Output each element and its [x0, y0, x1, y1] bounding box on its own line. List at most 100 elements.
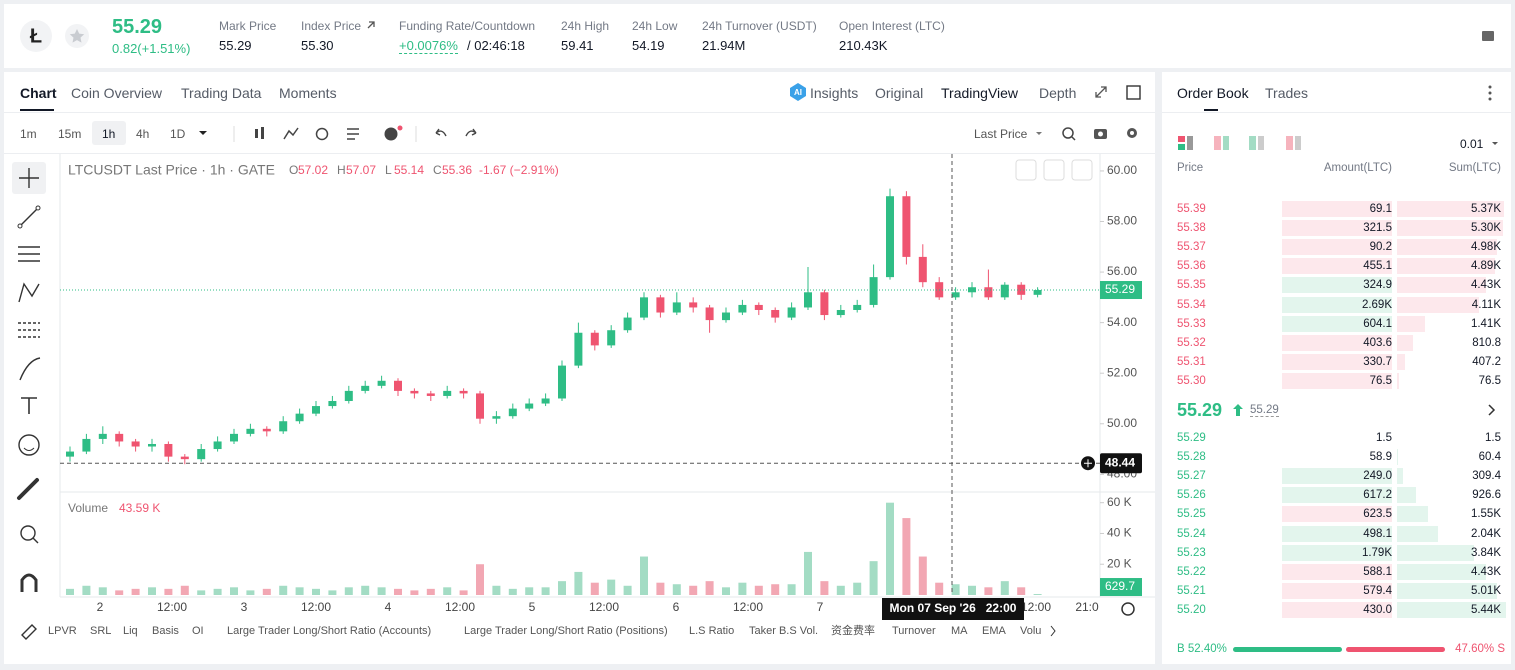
candle-body	[361, 385, 370, 391]
drawing-tools[interactable]	[10, 160, 58, 660]
volume-bar	[656, 582, 665, 595]
candle-body	[508, 408, 517, 417]
tab[interactable]: Coin Overview	[71, 85, 163, 101]
price-mode[interactable]: Last Price	[974, 127, 1028, 141]
chevron[interactable]	[1486, 403, 1498, 417]
indicator[interactable]: MA	[951, 625, 968, 637]
interval[interactable]: 1h	[102, 127, 116, 141]
volume-bar	[148, 587, 156, 595]
indicator[interactable]: Turnover	[892, 625, 936, 637]
indicator[interactable]: Basis	[152, 625, 179, 637]
candle-body	[344, 390, 353, 402]
crosshair-price-tag	[1100, 453, 1142, 474]
sum-bar	[1397, 563, 1486, 580]
candle-body	[410, 390, 419, 394]
last-price-label: 55.29	[1105, 282, 1135, 296]
order-amount: 58.9	[1369, 451, 1392, 464]
volume-bar	[754, 585, 763, 595]
volume-bar	[869, 561, 878, 595]
layout-icons[interactable]	[1176, 134, 1316, 152]
volume-bar	[705, 581, 714, 595]
toolbar-icons[interactable]	[194, 124, 494, 144]
sum-bar	[1397, 239, 1497, 256]
sum-bar	[1397, 315, 1426, 332]
add-alert-plus	[1084, 459, 1092, 468]
book-tab[interactable]: Order Book	[1177, 85, 1249, 101]
candle-body	[426, 393, 435, 396]
order-amount: 249.0	[1363, 470, 1392, 483]
ohlc-key: C	[433, 163, 442, 177]
sum-bar	[1397, 582, 1498, 599]
amount-bar	[1282, 487, 1392, 504]
book-icon[interactable]	[1478, 26, 1498, 46]
order-sum: 5.01K	[1470, 584, 1501, 597]
interval[interactable]: 4h	[136, 127, 150, 141]
indicator[interactable]: Liq	[123, 625, 138, 637]
view-tab[interactable]: Insights	[810, 85, 859, 101]
order-amount: 617.2	[1363, 489, 1392, 502]
sum-bar	[1397, 601, 1506, 618]
view-tab[interactable]: TradingView	[941, 85, 1019, 101]
candle-body	[607, 330, 616, 346]
amount-bar	[1282, 296, 1392, 313]
x-tick-label: 12:00	[733, 600, 763, 614]
more-icon[interactable]	[1484, 84, 1496, 102]
stat-value: 55.30	[301, 38, 334, 53]
svg-text:Ł: Ł	[30, 25, 42, 47]
chart-panel: Chart Coin Overview Trading Data Moments…	[4, 72, 1155, 664]
order-price: 55.25	[1177, 508, 1206, 521]
indicator[interactable]: L.S Ratio	[689, 625, 734, 637]
volume-bar	[1000, 581, 1009, 595]
volume-bar	[98, 587, 107, 595]
amount-bar	[1282, 220, 1392, 237]
stat-label: 24h Turnover (USDT)	[702, 19, 817, 33]
candle-body	[869, 277, 878, 305]
indicator[interactable]: SRL	[90, 625, 111, 637]
divider	[4, 112, 1155, 113]
mark-price: 55.29	[1250, 404, 1279, 417]
tab[interactable]: Moments	[279, 85, 337, 101]
window-icons[interactable]	[1092, 83, 1152, 103]
tool-icons[interactable]	[1034, 124, 1154, 144]
volume-bar	[886, 502, 894, 595]
amount-bar	[1282, 353, 1392, 370]
sum-bar	[1397, 506, 1428, 523]
volume-bar	[295, 587, 304, 595]
candle-body	[787, 307, 796, 318]
indicator[interactable]: Volu	[1020, 625, 1041, 637]
order-amount: 2.69K	[1361, 298, 1392, 311]
interval[interactable]: 1m	[20, 127, 37, 141]
indicator[interactable]: Taker B.S Vol.	[749, 625, 818, 637]
y-tick-label: 52.00	[1107, 365, 1137, 379]
tab[interactable]: Trading Data	[181, 85, 262, 101]
amount-bar	[1282, 277, 1392, 294]
order-sum: 4.98K	[1470, 241, 1501, 254]
indicator[interactable]: 资金费率	[831, 623, 875, 637]
order-price: 55.20	[1177, 603, 1206, 616]
indicator[interactable]: LPVR	[48, 625, 77, 637]
crosshair-price-label: 48.44	[1105, 455, 1135, 469]
indicator[interactable]: OI	[192, 625, 204, 637]
tab[interactable]: Chart	[20, 85, 57, 101]
x-tick-label: 6	[673, 600, 680, 614]
indicator[interactable]: Large Trader Long/Short Ratio (Accounts)	[227, 625, 431, 637]
x-tick-label: 12:00	[1021, 600, 1051, 614]
view-tab[interactable]: Depth	[1039, 85, 1077, 101]
amount-bar	[1282, 601, 1392, 618]
interval[interactable]: 15m	[58, 127, 82, 141]
volume-bar	[738, 582, 747, 595]
price-change: 0.82(+1.51%)	[112, 41, 191, 56]
indicator[interactable]: EMA	[982, 625, 1007, 637]
view-tab[interactable]: Original	[875, 85, 924, 101]
indicator[interactable]: Large Trader Long/Short Ratio (Positions…	[464, 625, 668, 637]
stat-label[interactable]: Index Price	[301, 19, 362, 33]
interval[interactable]: 1D	[170, 127, 186, 141]
volume-bar	[312, 588, 320, 595]
volume-bar	[213, 588, 222, 595]
precision[interactable]: 0.01	[1460, 137, 1484, 151]
mid-price: 55.29	[1177, 400, 1223, 420]
stat-label: Open Interest (LTC)	[839, 19, 945, 33]
candle-body	[672, 302, 681, 313]
book-tab[interactable]: Trades	[1265, 85, 1309, 101]
amount-bar	[1282, 468, 1392, 485]
